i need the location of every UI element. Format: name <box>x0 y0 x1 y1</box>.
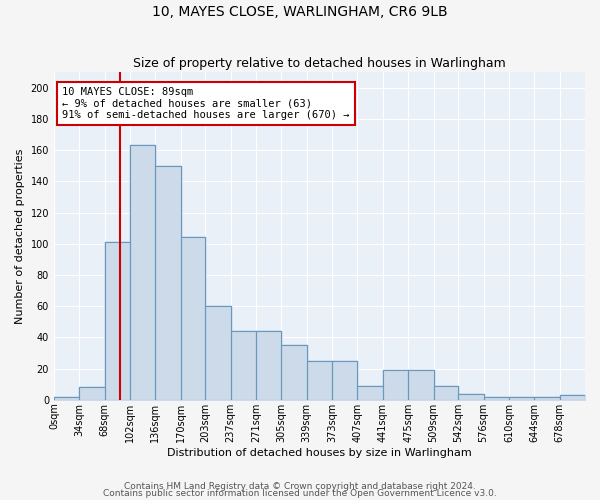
Y-axis label: Number of detached properties: Number of detached properties <box>15 148 25 324</box>
Text: Contains HM Land Registry data © Crown copyright and database right 2024.: Contains HM Land Registry data © Crown c… <box>124 482 476 491</box>
Text: Contains public sector information licensed under the Open Government Licence v3: Contains public sector information licen… <box>103 489 497 498</box>
Text: 10 MAYES CLOSE: 89sqm
← 9% of detached houses are smaller (63)
91% of semi-detac: 10 MAYES CLOSE: 89sqm ← 9% of detached h… <box>62 87 349 120</box>
Title: Size of property relative to detached houses in Warlingham: Size of property relative to detached ho… <box>133 56 506 70</box>
Text: 10, MAYES CLOSE, WARLINGHAM, CR6 9LB: 10, MAYES CLOSE, WARLINGHAM, CR6 9LB <box>152 5 448 19</box>
X-axis label: Distribution of detached houses by size in Warlingham: Distribution of detached houses by size … <box>167 448 472 458</box>
